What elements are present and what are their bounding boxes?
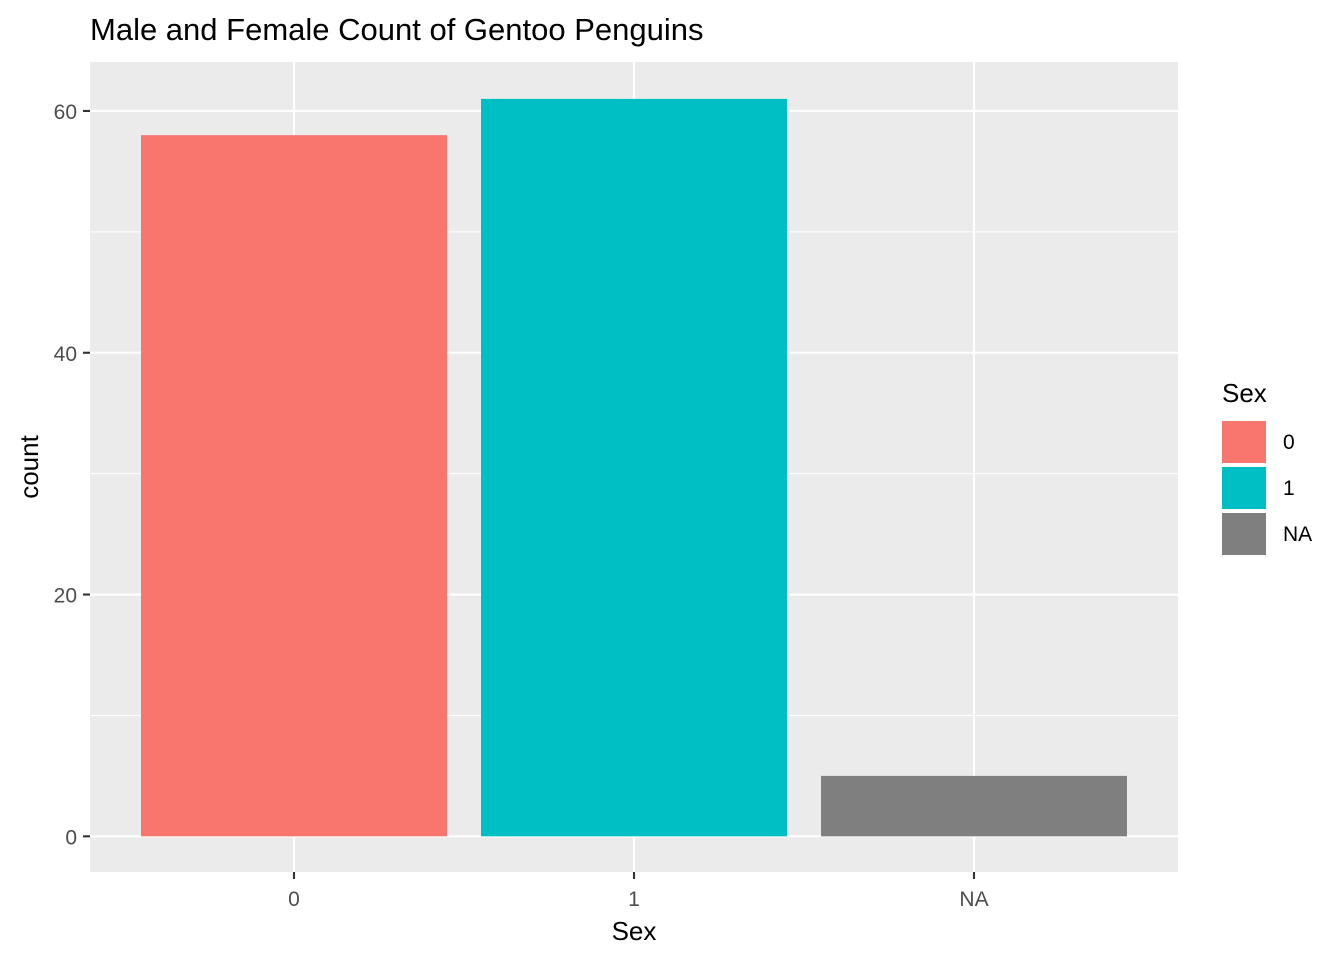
x-tick-label: 0 (288, 888, 300, 911)
y-axis: 0 20 40 60 (54, 101, 90, 849)
y-axis-title: count (14, 434, 44, 498)
legend-label: NA (1283, 523, 1312, 546)
legend-label: 1 (1283, 477, 1295, 500)
x-tick-label: NA (959, 888, 988, 911)
legend-key-0 (1222, 421, 1266, 463)
y-tick-label: 40 (54, 343, 77, 366)
bar-1 (481, 98, 787, 837)
legend-key-1 (1222, 467, 1266, 509)
x-axis: 0 1 NA (288, 872, 989, 911)
bar-0 (141, 135, 447, 837)
x-tick-label: 1 (628, 888, 640, 911)
legend: Sex 0 1 NA (1222, 378, 1312, 555)
y-tick-label: 0 (65, 826, 77, 849)
bars (141, 98, 1127, 837)
bar-na (821, 775, 1127, 837)
legend-label: 0 (1283, 431, 1295, 454)
y-tick-label: 20 (54, 585, 77, 608)
chart-title: Male and Female Count of Gentoo Penguins (90, 12, 704, 47)
legend-key-na (1222, 513, 1266, 555)
y-tick-label: 60 (54, 101, 77, 124)
legend-title: Sex (1222, 378, 1267, 408)
x-axis-title: Sex (612, 916, 657, 946)
